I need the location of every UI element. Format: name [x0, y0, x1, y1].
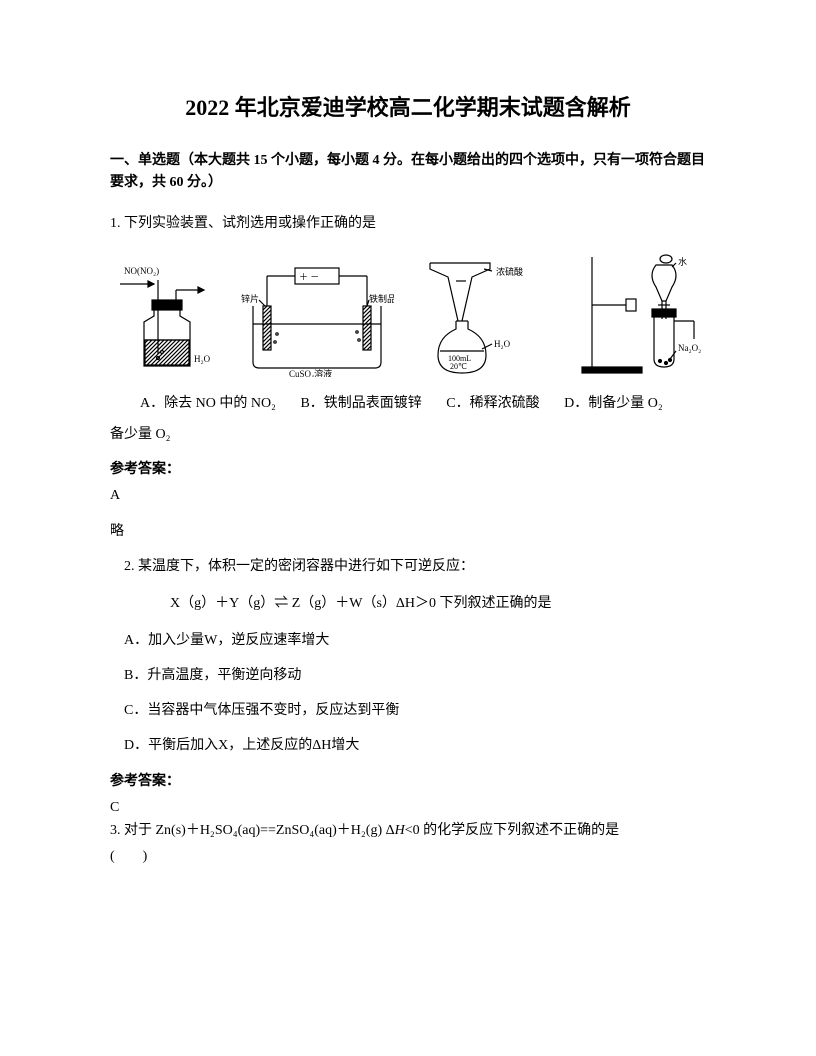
q3-stem-a: 3. 对于 Zn(s)＋H₂SO₄(aq)==ZnSO₄(aq)＋H₂(g) Δ — [110, 823, 395, 838]
diagram-c-temp: 20℃ — [450, 362, 467, 371]
page-title: 2022 年北京爱迪学校高二化学期末试题含解析 — [110, 90, 706, 122]
diagram-c-acid: 浓硫酸 — [496, 266, 523, 277]
diagram-d-solid: Na₂O₂ — [678, 343, 701, 353]
diagram-c-water: H₂O — [494, 339, 511, 349]
diagram-b-right: 铁制品 — [369, 293, 394, 304]
q1-stem: 1. 下列实验装置、试剂选用或操作正确的是 — [110, 213, 706, 235]
q1-opt-d: D．制备少量 O₂ — [564, 396, 663, 411]
q1-explanation: 略 — [110, 520, 706, 540]
q3-stem: 3. 对于 Zn(s)＋H₂SO₄(aq)==ZnSO₄(aq)＋H₂(g) Δ… — [110, 820, 706, 842]
diagram-c: 浓硫酸 100mL 20℃ H₂O — [412, 257, 557, 377]
diagram-b-solution: CuSO₄溶液 — [289, 368, 332, 377]
diagram-b-battery: ＋ － — [299, 272, 319, 282]
q1-answer-label: 参考答案： — [110, 458, 706, 478]
q1-opt-c: C．稀释浓硫酸 — [446, 396, 539, 411]
q3-stem-b: <0 的化学反应下列叙述不正确的是 — [405, 823, 619, 838]
diagram-a-gas-label: NO(NO₂) — [124, 266, 159, 276]
diagram-b-left: 锌片 — [241, 293, 259, 304]
diagram-a: NO(NO₂) H₂O — [110, 262, 220, 377]
q1-diagrams: NO(NO₂) H₂O ＋ － — [110, 247, 706, 377]
section-header: 一、单选题（本大题共 15 个小题，每小题 4 分。在每小题给出的四个选项中，只… — [110, 150, 706, 195]
q2-answer: C — [110, 800, 706, 816]
q3-paren: ( ) — [110, 846, 706, 868]
q2-stem: 2. 某温度下，体积一定的密闭容器中进行如下可逆反应： — [124, 556, 706, 578]
q2-equation: X（g）＋Y（g）⇌ Z（g）＋W（s）ΔH＞0 下列叙述正确的是 — [170, 592, 706, 612]
diagram-b: ＋ － 锌片 铁制品 CuSO₄溶液 — [239, 262, 394, 377]
q1-opt-b: B．铁制品表面镀锌 — [300, 396, 421, 411]
q1-answer: A — [110, 488, 706, 504]
q3-stem-italic: H — [395, 823, 405, 838]
q2-opt-b: B．升高温度，平衡逆向移动 — [124, 665, 706, 686]
q2-opt-d: D．平衡后加入X，上述反应的ΔH增大 — [124, 735, 706, 756]
q2-opt-a: A．加入少量W，逆反应速率增大 — [124, 630, 706, 651]
q1-options-cont: 备少量 O₂ — [110, 422, 706, 447]
q1-options: A．除去 NO 中的 NO₂ B．铁制品表面镀锌 C．稀释浓硫酸 D．制备少量 … — [140, 391, 706, 416]
diagram-d: 水 Na₂O₂ — [576, 247, 706, 377]
diagram-a-liquid-label: H₂O — [194, 354, 211, 364]
q2-opt-c: C．当容器中气体压强不变时，反应达到平衡 — [124, 700, 706, 721]
q2-answer-label: 参考答案： — [110, 770, 706, 790]
q1-opt-a: A．除去 NO 中的 NO₂ — [140, 396, 276, 411]
diagram-d-water: 水 — [678, 256, 687, 267]
